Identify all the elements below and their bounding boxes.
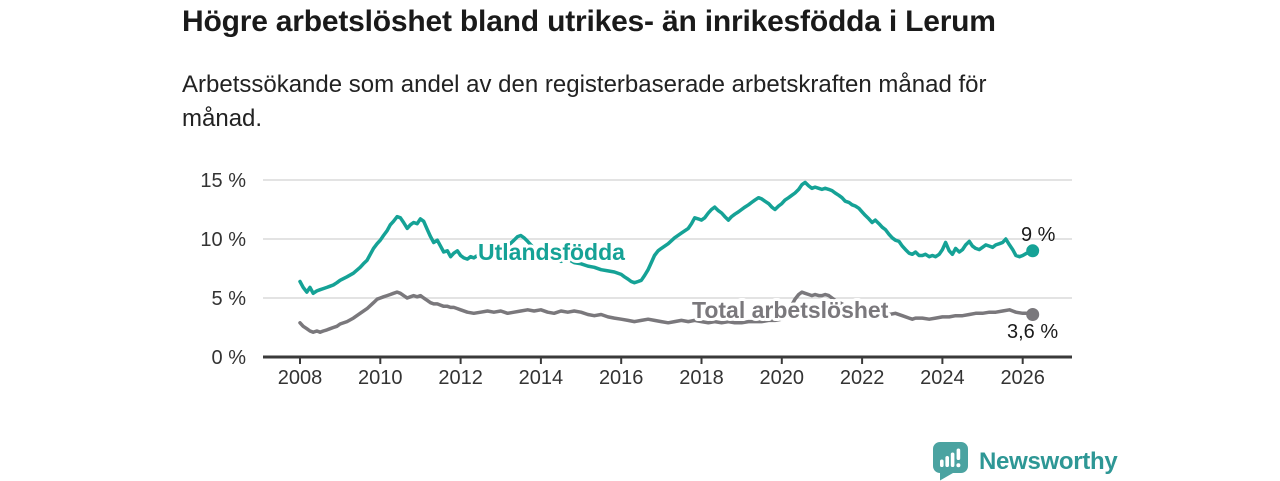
series-label-total-arbetsloshet: Total arbetslöshet bbox=[692, 297, 889, 323]
exclamation-dot bbox=[956, 463, 961, 468]
footer-brand[interactable]: Newsworthy bbox=[933, 442, 1118, 481]
x-tick-label: 2016 bbox=[599, 367, 644, 389]
y-tick-label: 5 % bbox=[212, 288, 247, 310]
y-tick-label: 0 % bbox=[212, 347, 247, 369]
speech-bubble-shape bbox=[933, 442, 968, 481]
series-label-utlandsfodda: Utlandsfödda bbox=[478, 239, 625, 265]
bar-3 bbox=[950, 452, 955, 467]
y-tick-label: 10 % bbox=[200, 229, 246, 251]
bar-2 bbox=[945, 456, 949, 467]
series-group bbox=[298, 180, 1040, 334]
series-endpoint-total-arbetsloshet bbox=[1026, 308, 1040, 321]
x-tick-label: 2010 bbox=[358, 367, 403, 389]
page-title: Högre arbetslöshet bland utrikes- än inr… bbox=[182, 5, 996, 38]
series-line-utlandsfodda bbox=[298, 180, 1035, 296]
series-line-total-arbetsloshet bbox=[298, 290, 1035, 334]
gridlines-group: 0 % 5 % 10 % 15 % bbox=[200, 170, 1072, 369]
x-tick-label: 2024 bbox=[920, 367, 965, 389]
page-subtitle-line2: månad. bbox=[182, 105, 263, 132]
end-value-label-total-arbetsloshet: 3,6 % bbox=[1007, 321, 1058, 343]
page-subtitle-line1: Arbetssökande som andel av den registerb… bbox=[182, 71, 987, 98]
brand-name: Newsworthy bbox=[979, 447, 1118, 475]
newsworthy-logo-icon bbox=[933, 442, 968, 481]
x-tick-label: 2008 bbox=[278, 367, 323, 389]
y-tick-label: 15 % bbox=[200, 170, 246, 192]
x-tick-label: 2012 bbox=[438, 367, 483, 389]
end-value-label-utlandsfodda: 9 % bbox=[1021, 224, 1056, 246]
x-tick-label: 2018 bbox=[679, 367, 724, 389]
x-tick-label: 2014 bbox=[519, 367, 564, 389]
x-tick-label: 2020 bbox=[760, 367, 805, 389]
x-tick-label: 2026 bbox=[1000, 367, 1045, 389]
exclamation-bar bbox=[956, 448, 961, 460]
page-subtitle: Arbetssökande som andel av den registerb… bbox=[182, 68, 986, 136]
bar-1 bbox=[940, 459, 944, 467]
series-endpoint-utlandsfodda bbox=[1026, 244, 1040, 258]
x-axis-group: 2008 2010 2012 2014 2016 2018 2020 2022 2024 2026 bbox=[263, 355, 1072, 389]
x-tick-label: 2022 bbox=[840, 367, 885, 389]
